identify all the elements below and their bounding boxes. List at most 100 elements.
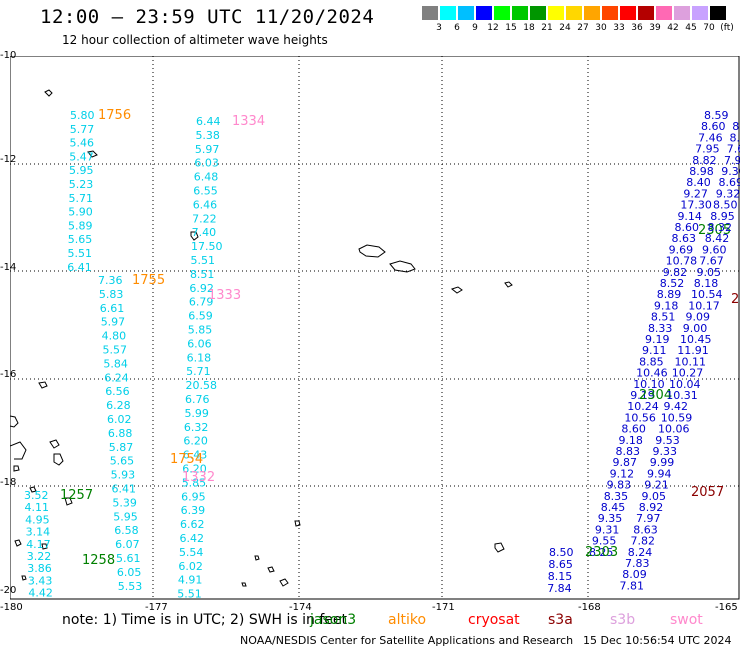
wave-height-value: 5.90 xyxy=(68,206,93,219)
wave-height-value: 8.42 xyxy=(705,232,730,245)
pass-time-label: 1257 xyxy=(60,488,93,503)
wave-height-value: 9.19 xyxy=(630,389,655,402)
wave-height-value: 10.31 xyxy=(666,389,698,402)
wave-height-value: 8.69 xyxy=(719,176,740,189)
wave-height-value: 9.60 xyxy=(702,243,727,256)
colorbar-label: (ft) xyxy=(720,23,734,33)
wave-height-value: 4.42 xyxy=(28,587,53,600)
wave-height-value: 4.80 xyxy=(102,330,127,343)
footnote: note: 1) Time is in UTC; 2) SWH is in fe… xyxy=(62,612,348,628)
wave-height-value: 8.8 xyxy=(732,120,740,133)
pass-time-label: 20 xyxy=(731,292,740,307)
wave-height-value: 3.14 xyxy=(26,526,51,539)
wave-height-value: 5.57 xyxy=(103,344,128,357)
colorbar-label: 24 xyxy=(559,23,571,33)
wave-height-value: 10.06 xyxy=(658,423,690,436)
longitude-tick: -180 xyxy=(0,602,23,613)
wave-height-value: 5.77 xyxy=(70,123,95,136)
pass-time-label: 2304 xyxy=(639,388,672,403)
wave-height-value: 8.25 xyxy=(589,546,614,559)
island xyxy=(279,578,289,587)
wave-height-value: 6.32 xyxy=(184,421,209,434)
wave-height-value: 8.59 xyxy=(704,109,729,122)
colorbar-swatch xyxy=(602,6,618,20)
wave-height-value: 8.24 xyxy=(628,546,653,559)
wave-height-value: 7.40 xyxy=(192,226,217,239)
wave-height-value: 9.18 xyxy=(618,434,643,447)
wave-height-value: 6.05 xyxy=(117,566,141,579)
wave-height-value: 9.83 xyxy=(607,479,632,492)
wave-height-value: 5.93 xyxy=(111,469,136,482)
wave-height-value: 9.00 xyxy=(683,322,708,335)
wave-height-value: 9.99 xyxy=(650,456,675,469)
island xyxy=(504,281,513,288)
wave-height-value: 7.96 xyxy=(724,154,740,167)
wave-height-value: 8.95 xyxy=(710,210,735,223)
wave-height-value: 5.61 xyxy=(116,552,141,565)
island xyxy=(267,566,275,573)
wave-height-value: 6.39 xyxy=(181,504,206,517)
island xyxy=(87,150,98,158)
colorbar-label: 39 xyxy=(649,23,661,33)
colorbar-label: 15 xyxy=(505,23,517,33)
pass-time-label: 2305 xyxy=(698,223,731,238)
wave-height-value: 7.84 xyxy=(547,582,572,595)
island xyxy=(64,497,73,506)
wave-height-value: 4.11 xyxy=(25,501,50,514)
colorbar-label: 18 xyxy=(523,23,535,33)
wave-height-value: 7.22 xyxy=(192,212,217,225)
wave-height-value: 6.76 xyxy=(185,393,210,406)
wave-height-value: 7.83 xyxy=(625,557,650,570)
wave-height-value: 7.95 xyxy=(695,143,720,156)
colorbar-label: 45 xyxy=(685,23,697,33)
wave-height-value: 3.22 xyxy=(27,550,52,563)
island xyxy=(10,441,27,460)
wave-height-value: 8.63 xyxy=(633,523,658,536)
wave-height-value: 9.33 xyxy=(653,445,678,458)
colorbar-swatch xyxy=(638,6,654,20)
wave-height-value: 5.38 xyxy=(195,129,220,142)
wave-height-value: 10.27 xyxy=(672,367,704,380)
wave-height-value: 6.02 xyxy=(107,413,132,426)
wave-height-value: 9.05 xyxy=(697,266,722,279)
colorbar-label: 12 xyxy=(487,23,499,33)
wave-height-value: 6.41 xyxy=(67,261,92,274)
colorbar-label: 27 xyxy=(577,23,589,33)
wave-height-value: 6.92 xyxy=(189,282,214,295)
island xyxy=(44,89,53,97)
island xyxy=(241,582,247,587)
island xyxy=(41,543,48,550)
wave-height-value: 6.48 xyxy=(194,171,219,184)
island xyxy=(29,486,37,493)
wave-height-value: 6.24 xyxy=(104,371,129,384)
latitude-tick: -12 xyxy=(0,154,17,165)
wave-height-value: 9.19 xyxy=(645,333,670,346)
wave-height-value: 17.30 xyxy=(680,199,712,212)
satellite-legend-swot: swot xyxy=(670,612,703,628)
colorbar-label: 21 xyxy=(541,23,553,33)
longitude-tick: -174 xyxy=(289,602,312,613)
map-frame xyxy=(10,56,740,600)
latitude-tick: -16 xyxy=(0,369,17,380)
wave-height-value: 6.20 xyxy=(183,435,208,448)
wave-height-value: 5.83 xyxy=(99,288,124,301)
pass-time-label: 2057 xyxy=(691,485,724,500)
wave-height-value: 5.89 xyxy=(68,219,93,232)
wave-height-value: 8.45 xyxy=(601,501,626,514)
colorbar-swatch xyxy=(548,6,564,20)
island xyxy=(53,453,64,466)
wave-height-value: 10.78 xyxy=(666,255,698,268)
wave-height-value: 6.61 xyxy=(100,302,125,315)
wave-height-value: 5.71 xyxy=(69,192,94,205)
wave-height-value: 9.69 xyxy=(669,243,694,256)
island xyxy=(358,244,386,258)
wave-height-value: 9.09 xyxy=(686,311,711,324)
pass-time-label: 1755 xyxy=(132,273,165,288)
wave-height-value: 7.97 xyxy=(636,512,661,525)
wave-height-value: 5.99 xyxy=(184,407,209,420)
wave-height-value: 11.91 xyxy=(677,344,709,357)
island xyxy=(49,439,60,449)
wave-height-value: 5.97 xyxy=(195,143,220,156)
pass-time-label: 2303 xyxy=(585,545,618,560)
island xyxy=(10,415,19,428)
